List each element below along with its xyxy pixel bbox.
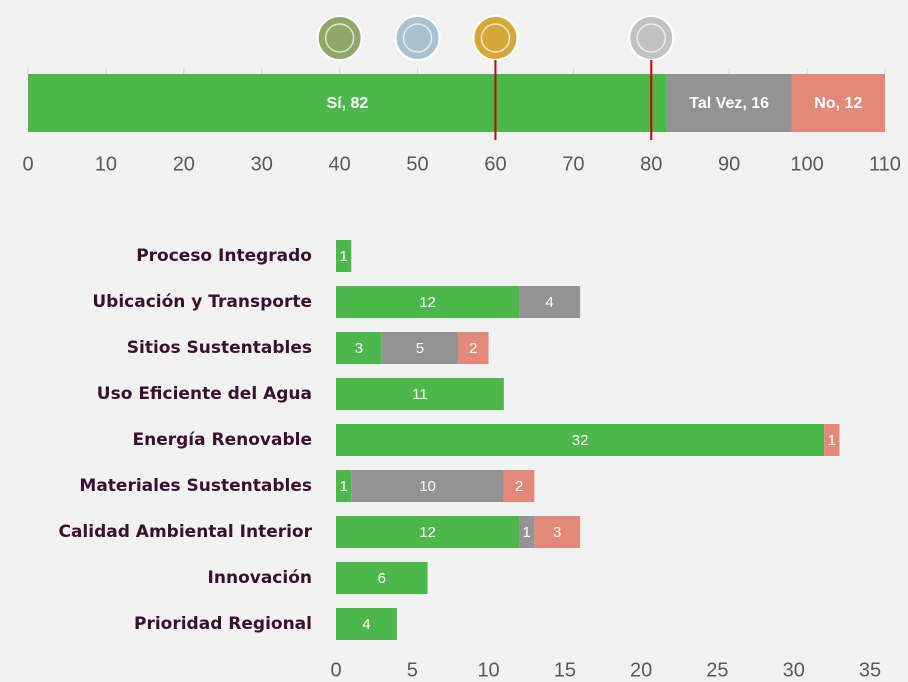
level-medallion: [628, 15, 675, 61]
x-tick-label: 20: [173, 153, 195, 175]
data-label: 3: [355, 340, 363, 357]
level-medallion-inner: [480, 23, 511, 53]
data-label: Tal Vez, 16: [689, 95, 769, 112]
data-label: Sí, 82: [327, 95, 369, 112]
x-tick-label: 0: [330, 659, 341, 681]
bar-segment: [519, 286, 581, 318]
level-medallion-inner: [402, 23, 433, 53]
bar-segment: [381, 332, 459, 364]
category-label: Uso Eficiente del Agua: [97, 384, 312, 404]
bar-segment: [336, 470, 352, 502]
data-label: 4: [545, 294, 553, 311]
level-medallion: [394, 15, 441, 61]
bar-segment: [336, 562, 428, 594]
x-tick-label: 35: [859, 659, 881, 681]
data-label: 2: [469, 340, 477, 357]
level-medallion-inner: [324, 23, 355, 53]
bar-segment: [336, 424, 825, 456]
data-label: 6: [378, 570, 386, 587]
category-label: Innovación: [208, 568, 312, 588]
data-label: 1: [523, 524, 531, 541]
bar-segment: [336, 286, 520, 318]
x-tick-label: 5: [407, 659, 418, 681]
category-label: Calidad Ambiental Interior: [58, 522, 312, 542]
x-tick-label: 100: [790, 153, 823, 175]
bar-segment: [534, 516, 581, 548]
data-label: 5: [416, 340, 424, 357]
data-label: 32: [572, 432, 589, 449]
data-label: 12: [419, 524, 436, 541]
x-tick-label: 0: [22, 153, 33, 175]
data-label: 11: [412, 386, 428, 403]
bar-segment: [519, 516, 535, 548]
category-label: Proceso Integrado: [136, 246, 312, 266]
category-label: Sitios Sustentables: [127, 338, 312, 358]
category-label: Materiales Sustentables: [79, 476, 312, 496]
x-tick-label: 15: [554, 659, 576, 681]
data-label: No, 12: [814, 95, 862, 112]
x-tick-label: 90: [718, 153, 740, 175]
category-label: Prioridad Regional: [134, 614, 312, 634]
bar-segment: [824, 424, 840, 456]
data-label: 12: [419, 294, 436, 311]
bar-segment: [336, 332, 382, 364]
bar-segment: [28, 74, 667, 132]
bar-segment: [336, 608, 398, 640]
level-medallion: [316, 15, 363, 61]
category-label: Energía Renovable: [133, 430, 313, 450]
data-label: 1: [339, 478, 347, 495]
x-tick-label: 30: [783, 659, 805, 681]
data-label: 10: [419, 478, 436, 495]
x-tick-label: 10: [477, 659, 499, 681]
level-medallion: [472, 15, 519, 61]
x-tick-label: 40: [329, 153, 351, 175]
x-tick-label: 30: [251, 153, 273, 175]
x-tick-label: 10: [95, 153, 117, 175]
x-tick-label: 50: [406, 153, 428, 175]
x-tick-label: 20: [630, 659, 652, 681]
bar-segment: [336, 516, 520, 548]
x-tick-label: 80: [640, 153, 662, 175]
bar-segment: [666, 74, 792, 132]
data-label: 3: [553, 524, 561, 541]
data-label: 4: [362, 616, 370, 633]
bar-segment: [336, 240, 352, 272]
x-tick-label: 70: [562, 153, 584, 175]
data-label: 1: [828, 432, 836, 449]
category-label: Ubicación y Transporte: [92, 292, 312, 312]
x-tick-label: 60: [484, 153, 506, 175]
data-label: 1: [339, 248, 347, 265]
x-tick-label: 25: [706, 659, 728, 681]
bar-segment: [458, 332, 489, 364]
level-medallion-inner: [636, 23, 667, 53]
bar-segment: [351, 470, 504, 502]
bar-segment: [503, 470, 535, 502]
bar-segment: [791, 74, 885, 132]
bar-segment: [336, 378, 504, 410]
data-label: 2: [515, 478, 523, 495]
x-tick-label: 110: [869, 153, 901, 175]
